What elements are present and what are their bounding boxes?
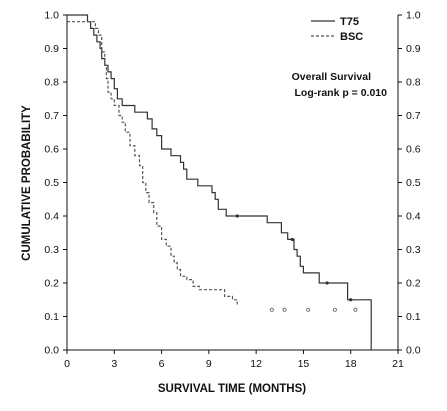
y-tick-label-right: 0.8 [406, 77, 421, 89]
y-tick-label-left: 0.1 [44, 311, 59, 323]
y-tick-label-left: 0.4 [44, 211, 59, 223]
legend-label-bsc: BSC [340, 31, 363, 43]
y-tick-label-right: 0.4 [406, 211, 421, 223]
series-line-bsc [67, 21, 238, 307]
series-line-t75 [67, 14, 372, 350]
x-tick-label: 3 [111, 358, 117, 370]
y-tick-label-right: 0.7 [406, 110, 421, 122]
censor-mark-bsc [269, 307, 275, 312]
y-axis-title: CUMULATIVE PROBABILITY [21, 105, 33, 261]
y-tick-label-left: 0.7 [44, 110, 59, 122]
series-layer [67, 14, 372, 350]
y-tick-label-left: 0.3 [44, 244, 59, 256]
y-tick-label-left: 0.6 [44, 144, 59, 156]
x-tick-label: 21 [392, 358, 404, 370]
x-tick-label: 18 [345, 358, 357, 370]
legend: T75 BSC [311, 16, 363, 43]
censor-mark-bsc [306, 307, 311, 312]
censor-mark-t75 [349, 298, 353, 302]
y-tick-label-right: 0.1 [406, 311, 421, 323]
censor-mark-bsc [282, 307, 287, 312]
x-tick-label: 15 [298, 358, 310, 370]
annotation-overall-survival: Overall Survival [292, 71, 371, 83]
x-tick-label: 12 [250, 358, 262, 370]
x-axis-title: SURVIVAL TIME (MONTHS) [158, 383, 306, 395]
annotation-logrank: Log-rank p = 0.010 [295, 87, 388, 99]
censor-mark-t75 [290, 237, 294, 242]
y-tick-label-left: 0.2 [44, 278, 59, 290]
censor-mark-t75 [325, 281, 329, 285]
y-tick-label-left: 0.0 [44, 345, 59, 357]
y-tick-label-right: 0.0 [406, 345, 421, 357]
y-tick-label-right: 0.2 [406, 278, 421, 290]
x-tick-label: 6 [159, 358, 165, 370]
y-tick-label-right: 0.9 [406, 43, 421, 55]
y-tick-label-left: 0.8 [44, 77, 59, 89]
x-tick-label: 0 [64, 358, 70, 370]
y-tick-label-right: 0.5 [406, 177, 421, 189]
x-tick-label: 9 [206, 358, 212, 370]
y-tick-label-right: 0.3 [406, 244, 421, 256]
censor-mark-bsc [353, 307, 358, 312]
censor-mark-bsc [332, 307, 338, 312]
y-tick-label-left: 0.9 [44, 43, 59, 55]
axes-layer: 0.0 0.0 0.1 0.1 0.2 0.2 0.3 0.3 0.4 0.4 0.5 0.5 0.6 0… [44, 10, 420, 371]
y-tick-label-left: 0.5 [44, 177, 59, 189]
legend-label-t75: T75 [340, 16, 359, 28]
censor-mark-t75 [235, 214, 239, 218]
y-tick-label-right: 0.6 [406, 144, 421, 156]
y-tick-label-left: 1.0 [44, 10, 59, 22]
y-tick-label-right: 1.0 [406, 10, 421, 22]
